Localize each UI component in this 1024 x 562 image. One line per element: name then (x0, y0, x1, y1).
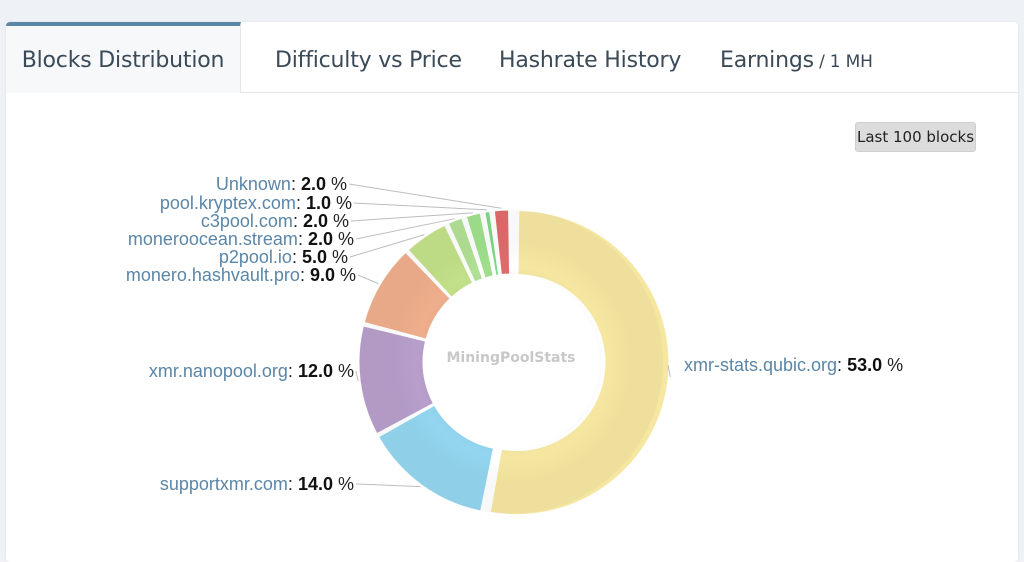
connector-supportxmr-com (355, 483, 421, 488)
last-100-blocks-button[interactable]: Last 100 blocks (855, 122, 976, 152)
tab-earnings[interactable]: Earnings / 1 MH (720, 48, 873, 73)
label-pool-kryptex-com: pool.kryptex.com: 1.0 % (160, 193, 352, 213)
connector-c3pool-com (350, 212, 473, 222)
connector-p2pool-io (349, 234, 425, 258)
tab-bar: Blocks Distribution Difficulty vs Price … (6, 22, 1018, 93)
label-c3pool-com: c3pool.com: 2.0 % (201, 211, 349, 231)
connector-xmr-stats-qubic-org (667, 364, 671, 378)
connector-unknown (348, 183, 502, 209)
label-monero-hashvault-pro: monero.hashvault.pro: 9.0 % (126, 265, 356, 285)
tab-blocks-distribution[interactable]: Blocks Distribution (6, 22, 241, 93)
tab-difficulty-vs-price[interactable]: Difficulty vs Price (275, 48, 462, 73)
connector-moneroocean-stream (355, 218, 455, 240)
connector-pool-kryptex-com (353, 202, 487, 211)
chart-watermark: MiningPoolStats (446, 350, 575, 366)
connector-monero-hashvault-pro (357, 274, 379, 285)
label-supportxmr-com: supportxmr.com: 14.0 % (160, 474, 354, 494)
tab-hashrate-history[interactable]: Hashrate History (499, 48, 682, 73)
connector-xmr-nanopool-org (355, 370, 359, 382)
label-xmr-stats-qubic-org: xmr-stats.qubic.org: 53.0 % (684, 355, 903, 375)
label-unknown: Unknown: 2.0 % (216, 174, 347, 194)
label-moneroocean-stream: moneroocean.stream: 2.0 % (128, 229, 354, 249)
label-xmr-nanopool-org: xmr.nanopool.org: 12.0 % (149, 361, 354, 381)
label-p2pool-io: p2pool.io: 5.0 % (219, 247, 348, 267)
